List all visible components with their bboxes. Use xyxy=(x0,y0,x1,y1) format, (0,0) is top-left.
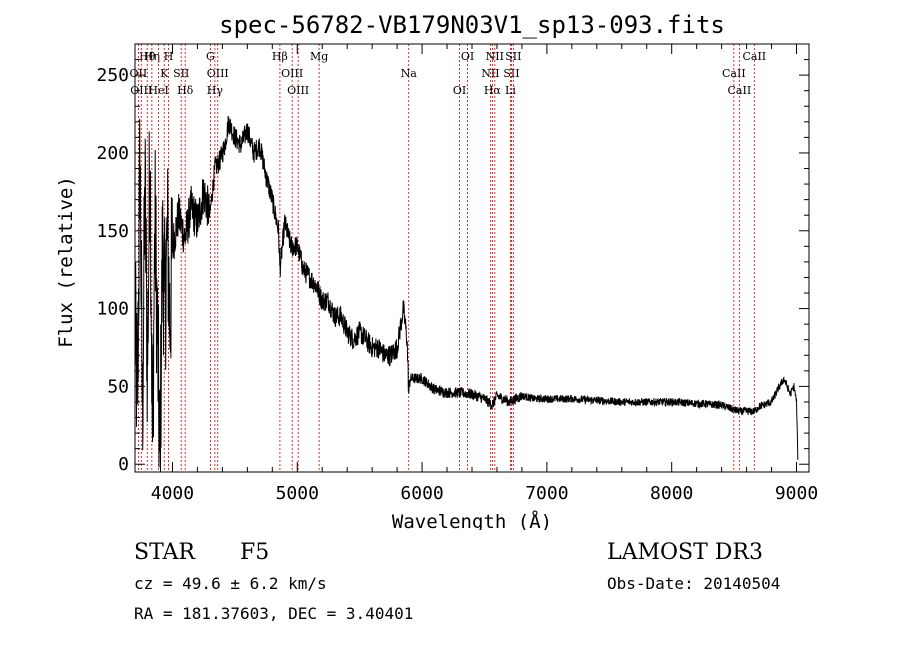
y-tick-label-0: 0 xyxy=(118,454,129,475)
y-axis-label: Flux (relative) xyxy=(55,176,77,348)
line-label-11: Hγ xyxy=(207,84,224,97)
line-label-3: Hη xyxy=(144,50,160,63)
line-label-5: HeI xyxy=(148,84,168,97)
line-label-10: OIII xyxy=(207,67,229,80)
line-label-14: OIII xyxy=(287,84,309,97)
line-label-26: CaII xyxy=(728,84,752,97)
line-label-27: CaII xyxy=(742,50,766,63)
line-label-16: Na xyxy=(401,67,418,80)
coordinates: RA = 181.37603, DEC = 3.40401 xyxy=(134,604,414,623)
line-label-6: H xyxy=(164,50,174,63)
line-label-12: Hβ xyxy=(272,50,288,63)
chart-title: spec-56782-VB179N03V1_sp13-093.fits xyxy=(219,11,725,39)
y-tick-label-5: 250 xyxy=(96,65,129,86)
line-label-8: Hδ xyxy=(177,84,194,97)
line-markers: HθOIIOIIIHηKHeIHSIIHδGOIIIHγHβOIIIOIIIMg… xyxy=(130,44,766,472)
object-subclass: F5 xyxy=(240,540,270,565)
line-label-25: CaII xyxy=(722,67,746,80)
spectrum-chart: spec-56782-VB179N03V1_sp13-093.fits HθOI… xyxy=(55,11,818,530)
flux-line xyxy=(134,115,799,473)
line-label-19: NII xyxy=(481,67,499,80)
x-axis-label: Wavelength (Å) xyxy=(392,510,552,530)
x-tick-label-4: 8000 xyxy=(650,483,693,504)
y-tick-label-1: 50 xyxy=(107,376,129,397)
x-tick-label-1: 5000 xyxy=(276,483,319,504)
y-tick-label-4: 200 xyxy=(96,143,129,164)
line-label-17: OI xyxy=(453,84,466,97)
line-label-20: Hα xyxy=(484,84,502,97)
line-label-2: OIII xyxy=(130,84,152,97)
x-tick-label-2: 6000 xyxy=(400,483,443,504)
line-label-18: OI xyxy=(461,50,474,63)
axes: 4000 5000 6000 7000 8000 9000 0 50 100 150 200 250 xyxy=(96,43,818,504)
line-label-9: G xyxy=(206,50,215,63)
line-label-13: OIII xyxy=(281,67,303,80)
line-label-7: SII xyxy=(173,67,189,80)
redshift-velocity: cz = 49.6 ± 6.2 km/s xyxy=(134,574,327,593)
line-label-1: OII xyxy=(130,67,148,80)
y-tick-label-2: 100 xyxy=(96,299,129,320)
observation-date: Obs-Date: 20140504 xyxy=(607,574,781,593)
y-tick-label-3: 150 xyxy=(96,221,129,242)
plot-frame xyxy=(134,43,810,473)
line-label-4: K xyxy=(160,67,169,80)
spectrum-series xyxy=(134,115,799,473)
x-tick-label-5: 9000 xyxy=(775,483,818,504)
line-label-15: Mg xyxy=(310,50,328,63)
x-tick-label-3: 7000 xyxy=(525,483,568,504)
line-label-21: NII xyxy=(486,50,504,63)
object-class: STAR xyxy=(134,540,195,565)
line-label-22: SII xyxy=(503,67,519,80)
line-label-23: Li xyxy=(505,84,516,97)
survey-name: LAMOST DR3 xyxy=(607,540,763,565)
x-tick-label-0: 4000 xyxy=(151,483,194,504)
line-label-24: SII xyxy=(505,50,521,63)
